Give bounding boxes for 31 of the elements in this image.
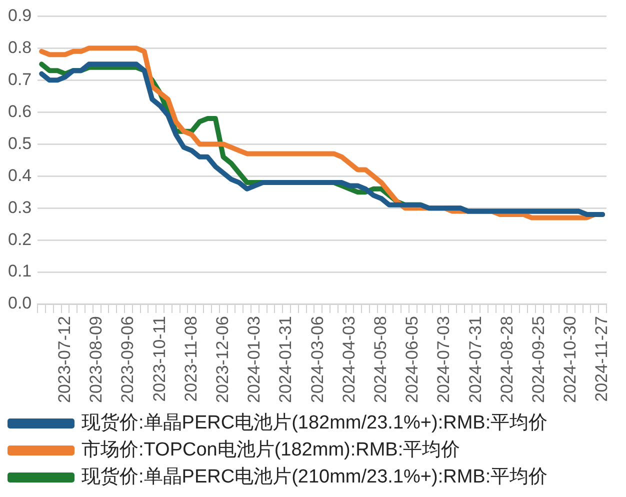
- x-tick-label: 2024-05-08: [371, 316, 390, 404]
- y-tick-label: 0.9: [8, 6, 32, 25]
- x-tick-label: 2024-08-28: [497, 316, 516, 404]
- x-tick-label: 2023-09-06: [118, 316, 138, 404]
- x-tick-label: 2024-03-06: [308, 316, 327, 404]
- legend-label: 市场价:TOPCon电池片(182mm):RMB:平均价: [82, 438, 460, 461]
- x-tick-label: 2024-01-31: [276, 316, 296, 404]
- x-tick-label: 2024-10-30: [560, 316, 580, 404]
- y-tick-label: 0.2: [8, 230, 32, 249]
- x-tick-label: 2024-11-27: [592, 316, 612, 402]
- y-tick-label: 0.0: [8, 294, 32, 313]
- legend-label: 现货价:单晶PERC电池片(182mm/23.1%+):RMB:平均价: [82, 412, 548, 434]
- x-tick-label: 2023-12-06: [212, 316, 232, 404]
- x-tick-label: 2024-07-31: [466, 316, 485, 404]
- y-tick-label: 0.8: [8, 38, 32, 57]
- legend-label: 现货价:单晶PERC电池片(210mm/23.1%+):RMB:平均价: [82, 466, 548, 488]
- x-tick-label: 2024-09-25: [529, 316, 548, 404]
- x-tick-label: 2023-08-09: [86, 316, 106, 404]
- x-tick-label: 2023-10-11: [150, 316, 169, 402]
- y-tick-label: 0.7: [8, 70, 32, 89]
- y-tick-label: 0.1: [8, 262, 32, 281]
- y-tick-label: 0.4: [8, 166, 32, 185]
- y-tick-label: 0.6: [8, 102, 32, 121]
- x-tick-label: 2024-07-03: [434, 316, 454, 404]
- y-tick-label: 0.3: [8, 198, 32, 217]
- x-tick-label: 2023-07-12: [54, 316, 74, 404]
- x-tick-label: 2024-01-03: [244, 316, 264, 404]
- y-tick-label: 0.5: [8, 134, 32, 153]
- x-tick-label: 2023-11-08: [181, 316, 200, 402]
- x-tick-label: 2024-04-03: [339, 316, 358, 404]
- x-tick-label: 2024-06-05: [402, 316, 422, 404]
